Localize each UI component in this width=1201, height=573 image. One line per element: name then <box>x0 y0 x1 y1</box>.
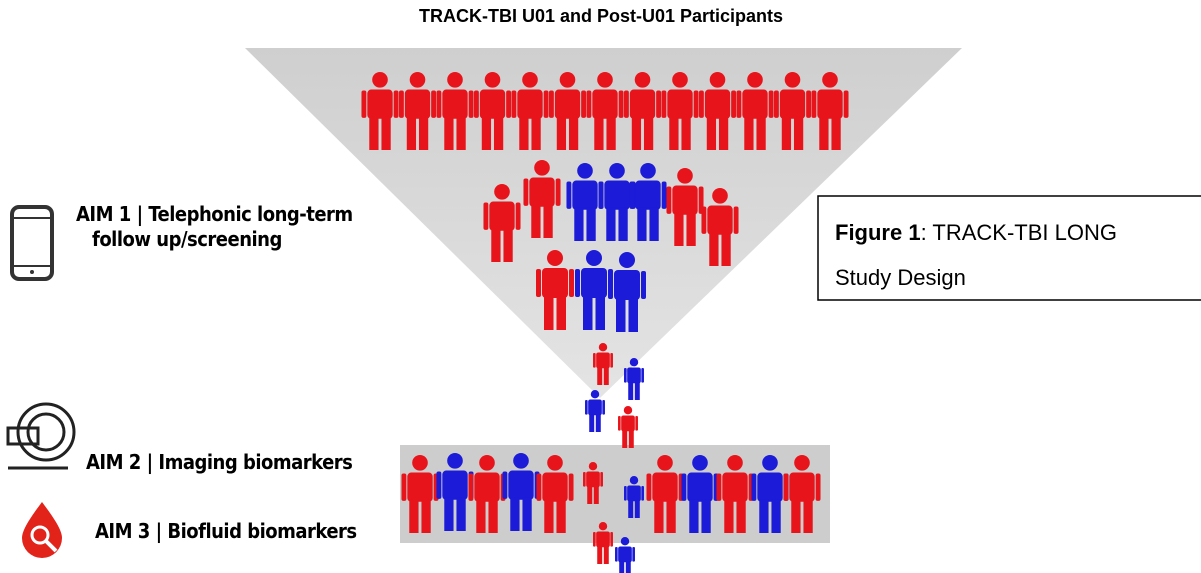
caption-label: Figure 1 <box>835 220 921 245</box>
title: TRACK-TBI U01 and Post-U01 Participants <box>419 6 783 26</box>
biofluid-icon <box>22 502 62 558</box>
aim-label: AIM 3 | Biofluid biomarkers <box>95 519 357 543</box>
aim-label: follow up/screening <box>92 227 282 251</box>
diagram: TRACK-TBI U01 and Post-U01 Participants … <box>0 0 1201 573</box>
aim-label: AIM 1 | Telephonic long-term <box>76 202 353 226</box>
phone-icon <box>12 207 52 279</box>
person-icon <box>585 390 605 432</box>
scanner-icon <box>8 404 74 468</box>
caption-text: : TRACK-TBI LONG <box>921 220 1117 245</box>
caption-text: Study Design <box>835 265 966 290</box>
aim-label: AIM 2 | Imaging biomarkers <box>86 450 352 474</box>
caption: Figure 1: TRACK-TBI LONG <box>835 220 1117 245</box>
person-icon <box>618 406 638 448</box>
